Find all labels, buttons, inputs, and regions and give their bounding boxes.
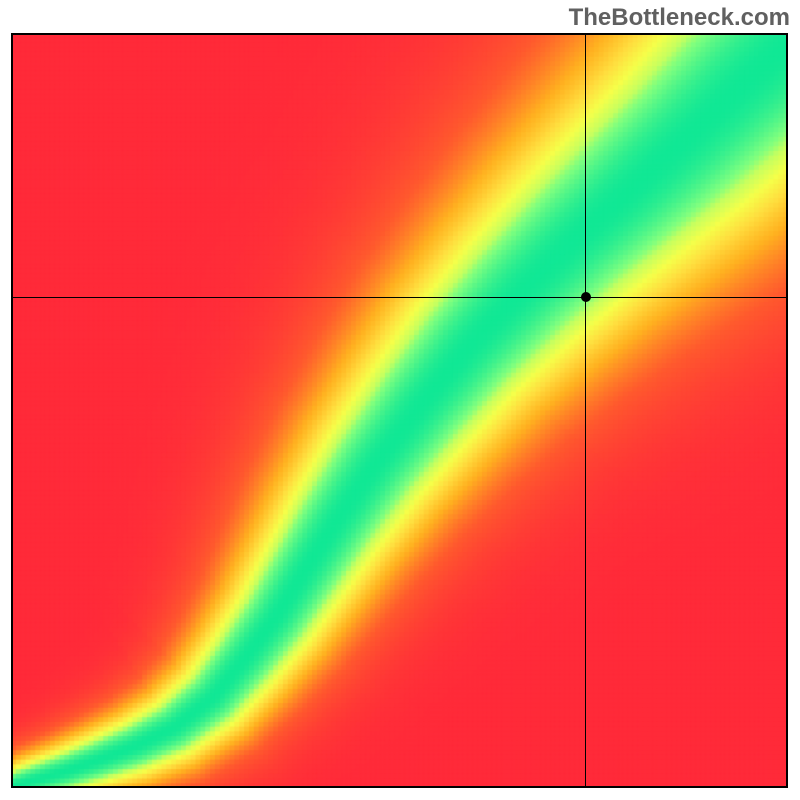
crosshair-vertical (585, 33, 586, 788)
watermark-text: TheBottleneck.com (569, 4, 790, 32)
plot-border (11, 33, 788, 788)
chart-container: TheBottleneck.com (0, 0, 800, 800)
crosshair-horizontal (11, 297, 788, 298)
